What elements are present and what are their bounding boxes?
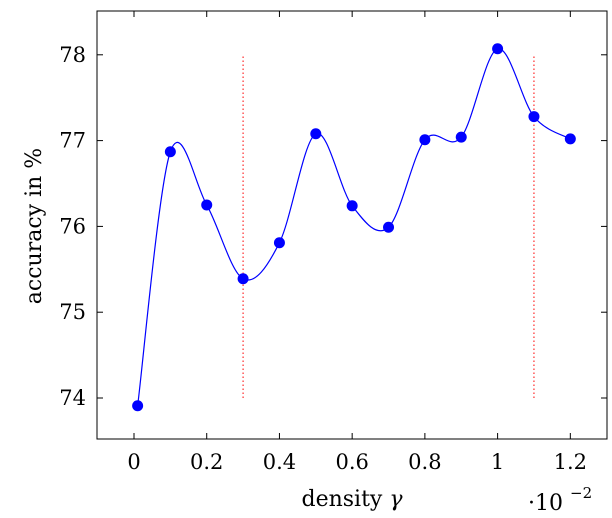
data-point — [132, 400, 144, 412]
x-axis-title: density γ — [301, 487, 403, 512]
data-point — [419, 134, 431, 146]
x-scale-note: ·10 −2 — [528, 484, 592, 516]
data-points — [132, 43, 576, 412]
x-tick-label: 0.2 — [190, 450, 223, 474]
reference-lines — [242, 54, 535, 398]
series-curves — [137, 48, 571, 406]
data-point — [564, 133, 576, 145]
data-point — [346, 200, 358, 212]
x-axis-title-text: density — [301, 487, 382, 512]
y-axis-title: accuracy in % — [22, 148, 47, 304]
x-axis-ticks: 0 0.2 0.4 0.6 0.8 1 1.2 — [127, 11, 587, 474]
series-line — [137, 48, 571, 406]
x-tick-label: 0.8 — [408, 450, 441, 474]
y-tick-label: 78 — [59, 43, 86, 67]
data-point — [455, 131, 467, 143]
data-point — [528, 111, 540, 123]
x-tick-label: 0.4 — [263, 450, 296, 474]
x-tick-label: 1.2 — [554, 450, 587, 474]
x-tick-label: 0.6 — [335, 450, 368, 474]
y-axis-ticks: 74 75 76 77 78 — [59, 43, 607, 410]
data-point — [237, 273, 249, 285]
data-point — [273, 237, 285, 249]
x-scale-base: ·10 — [528, 491, 563, 516]
y-tick-label: 75 — [59, 300, 86, 324]
x-scale-exponent: −2 — [570, 484, 592, 502]
y-tick-label: 74 — [59, 386, 86, 410]
data-point — [492, 43, 504, 55]
data-point — [164, 146, 176, 158]
x-tick-label: 0 — [127, 450, 140, 474]
data-point — [383, 221, 395, 233]
y-tick-label: 76 — [59, 214, 86, 238]
data-point — [201, 199, 213, 211]
data-point — [310, 128, 322, 140]
plot-frame — [96, 10, 608, 440]
x-tick-label: 1 — [491, 450, 504, 474]
y-tick-label: 77 — [59, 129, 86, 153]
x-axis-title-symbol: γ — [389, 487, 403, 512]
